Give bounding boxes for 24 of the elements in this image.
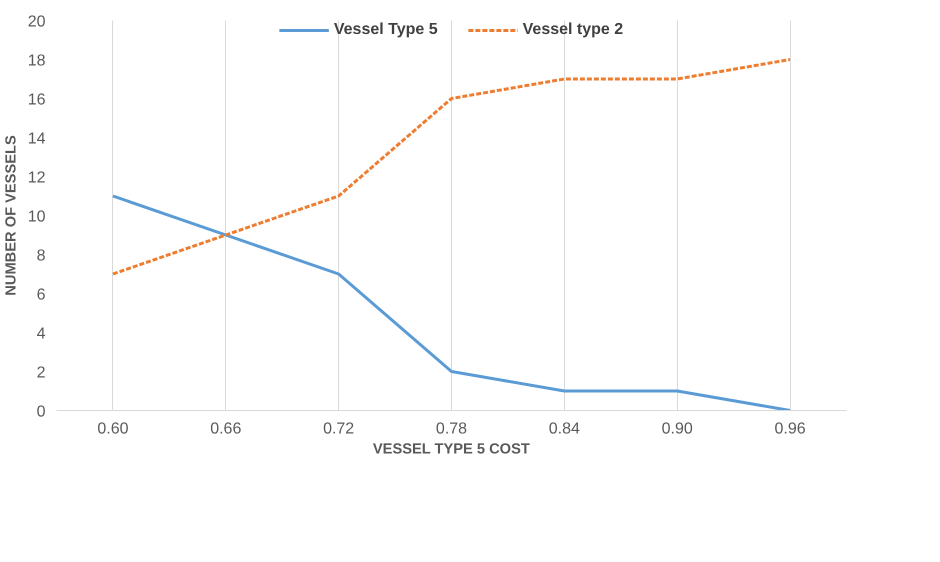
y-tick-label: 14 <box>28 130 46 148</box>
x-tick-label: 0.84 <box>548 420 580 438</box>
legend-label: Vessel Type 5 <box>334 21 438 39</box>
y-tick-label: 0 <box>36 404 46 420</box>
y-tick-label: 18 <box>28 52 46 70</box>
x-tick-label: 0.90 <box>662 420 693 438</box>
legend-label: Vessel type 2 <box>522 21 624 39</box>
y-tick-label: 16 <box>28 92 46 108</box>
x-axis-title: VESSEL TYPE 5 COST <box>372 442 530 458</box>
y-tick-label: 8 <box>36 248 46 264</box>
x-tick-label: 0.66 <box>210 420 242 438</box>
line-series <box>111 58 792 276</box>
y-axis-title: NUMBER OF VESSELS <box>4 135 20 296</box>
x-tick-label: 0.78 <box>436 420 468 438</box>
y-tick-label: 6 <box>36 286 46 304</box>
line-series <box>111 194 792 410</box>
x-tick-label: 0.60 <box>97 420 129 438</box>
y-tick-label: 2 <box>36 364 46 382</box>
y-tick-label: 10 <box>28 208 46 226</box>
y-tick-label: 12 <box>28 170 46 186</box>
x-tick-label: 0.96 <box>774 420 806 438</box>
y-tick-label: 4 <box>36 326 46 342</box>
y-tick-label: 20 <box>28 14 46 30</box>
x-tick-label: 0.72 <box>323 420 354 438</box>
